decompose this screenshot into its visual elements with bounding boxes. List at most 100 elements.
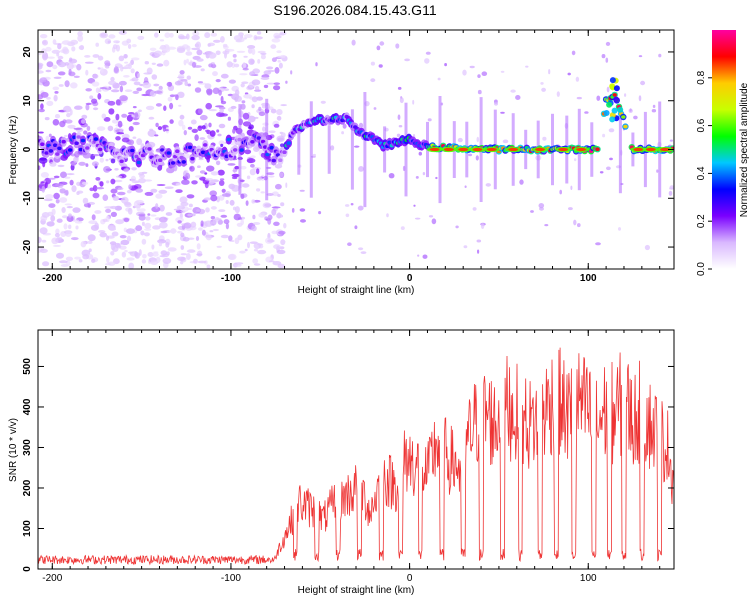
spectrogram-cell bbox=[633, 115, 638, 120]
spectrogram-cell bbox=[248, 58, 255, 65]
spectrogram-cell bbox=[66, 206, 74, 209]
spectrogram-cell bbox=[45, 46, 52, 52]
spectrogram-cell bbox=[276, 135, 285, 143]
y-tick-label: 0 bbox=[22, 566, 33, 572]
spectrogram-cell bbox=[260, 54, 266, 60]
spectrogram-cell bbox=[40, 142, 45, 146]
spectrogram-cell bbox=[574, 158, 577, 162]
spectrogram-cell bbox=[510, 89, 516, 93]
spectrogram-cell bbox=[130, 175, 137, 183]
spectrogram-cell bbox=[477, 74, 481, 78]
spectrogram-cell bbox=[64, 119, 73, 124]
spectrogram-cell bbox=[263, 145, 268, 149]
spectrogram-cell bbox=[417, 254, 420, 257]
spectrogram-cell bbox=[105, 208, 112, 213]
spectrogram-cell bbox=[187, 83, 192, 87]
spectrogram-cell bbox=[234, 262, 244, 265]
spectrogram-cell bbox=[157, 126, 163, 131]
spectrogram-cell bbox=[379, 41, 385, 46]
spectrogram-cell bbox=[252, 222, 261, 225]
spectrogram-cell bbox=[481, 71, 488, 76]
spectrogram-cell bbox=[244, 149, 252, 155]
spectrogram-cell bbox=[472, 147, 483, 152]
spectrogram-cell bbox=[233, 35, 243, 41]
spectrogram-cell bbox=[110, 76, 115, 82]
spectrogram-cell bbox=[191, 35, 200, 41]
spectrogram-cell bbox=[142, 82, 152, 89]
spectrogram-cell bbox=[606, 86, 610, 93]
spectrogram-streak bbox=[309, 101, 313, 198]
spectrogram-cell bbox=[206, 165, 215, 172]
spectrogram-cell bbox=[51, 184, 60, 188]
snr-panel: -200 -100 0 100 0 100 200 300 400 500 Height of s… bbox=[8, 329, 675, 596]
spectrogram-cell bbox=[196, 243, 201, 250]
spectrogram-cell bbox=[278, 230, 286, 235]
spectrogram-cell bbox=[75, 225, 79, 230]
spectrogram-cell bbox=[78, 161, 86, 166]
spectrogram-cell bbox=[110, 251, 115, 256]
spectrogram-cell bbox=[431, 218, 437, 225]
spectrogram-cell bbox=[435, 176, 438, 180]
spectrogram-cell bbox=[91, 214, 96, 221]
spectrogram-cell bbox=[103, 117, 111, 122]
spectrogram-cell bbox=[568, 207, 573, 211]
spectrogram-cell bbox=[220, 234, 229, 239]
spectrogram-cell bbox=[70, 39, 79, 45]
y-tick-label: 20 bbox=[22, 46, 33, 58]
spectrogram-cell bbox=[263, 84, 269, 89]
spectrogram-cell bbox=[110, 205, 118, 210]
spectrogram-cell bbox=[52, 64, 58, 70]
spectrogram-streak bbox=[350, 109, 354, 190]
spectrogram-cell bbox=[45, 69, 52, 73]
spectrogram-cell bbox=[59, 197, 68, 203]
spectrogram-cell bbox=[575, 76, 580, 82]
spectrogram-cell bbox=[100, 33, 107, 37]
spectrogram-cell bbox=[169, 94, 175, 98]
spectrogram-cell bbox=[47, 56, 55, 59]
spectrogram-cell bbox=[60, 171, 67, 179]
spectrogram-cell bbox=[247, 115, 256, 123]
spectrogram-cell bbox=[96, 126, 106, 131]
spectrogram-cell bbox=[105, 65, 110, 69]
spectrogram-cell bbox=[177, 256, 186, 261]
spectrogram-cell bbox=[395, 43, 400, 49]
spectrogram-cell bbox=[273, 123, 280, 128]
spectrogram-cell bbox=[127, 207, 133, 215]
spectrogram-cell bbox=[237, 137, 242, 142]
spectrogram-cell bbox=[256, 136, 261, 140]
spectrogram-cell bbox=[232, 128, 236, 134]
spectrogram-cell bbox=[567, 72, 571, 76]
spectrogram-cell bbox=[350, 203, 354, 206]
spectrogram-cell bbox=[91, 98, 98, 104]
spectrogram-cell bbox=[241, 183, 250, 188]
spectrogram-cell bbox=[119, 85, 124, 93]
spectrogram-cell bbox=[159, 204, 165, 212]
spectrogram-cell bbox=[81, 114, 88, 119]
spectrogram-cell bbox=[87, 240, 93, 244]
spectrogram-cell bbox=[97, 67, 101, 70]
spectrogram-cell bbox=[51, 49, 61, 54]
spectrogram-cell bbox=[556, 91, 560, 97]
spectrogram-cell bbox=[178, 104, 182, 107]
spectrogram-cell bbox=[44, 181, 48, 189]
spectrogram-cell bbox=[44, 151, 49, 155]
colorbar-tick-label: 0.2 bbox=[696, 214, 707, 228]
spectrogram-cell bbox=[56, 252, 64, 259]
spectrogram-cell bbox=[212, 228, 219, 232]
spectrogram-cell bbox=[87, 234, 96, 242]
spectrogram-cell bbox=[144, 222, 152, 229]
spectrogram-cell bbox=[112, 195, 120, 201]
spectrogram-cell bbox=[212, 218, 217, 225]
spectrogram-cell bbox=[64, 176, 71, 179]
spectrogram-cell bbox=[147, 129, 157, 137]
spectrogram-cell bbox=[270, 108, 277, 114]
x-tick-label: -100 bbox=[221, 573, 241, 584]
spectrogram-cell bbox=[378, 64, 383, 68]
spectrogram-cell bbox=[86, 125, 91, 131]
spectrogram-cell bbox=[234, 63, 240, 68]
spectrogram-cell bbox=[113, 66, 119, 73]
spectrogram-cell bbox=[261, 105, 267, 109]
spectrogram-cell bbox=[218, 209, 226, 213]
spectrogram-cell bbox=[99, 232, 107, 238]
spectrogram-cell bbox=[241, 100, 246, 104]
